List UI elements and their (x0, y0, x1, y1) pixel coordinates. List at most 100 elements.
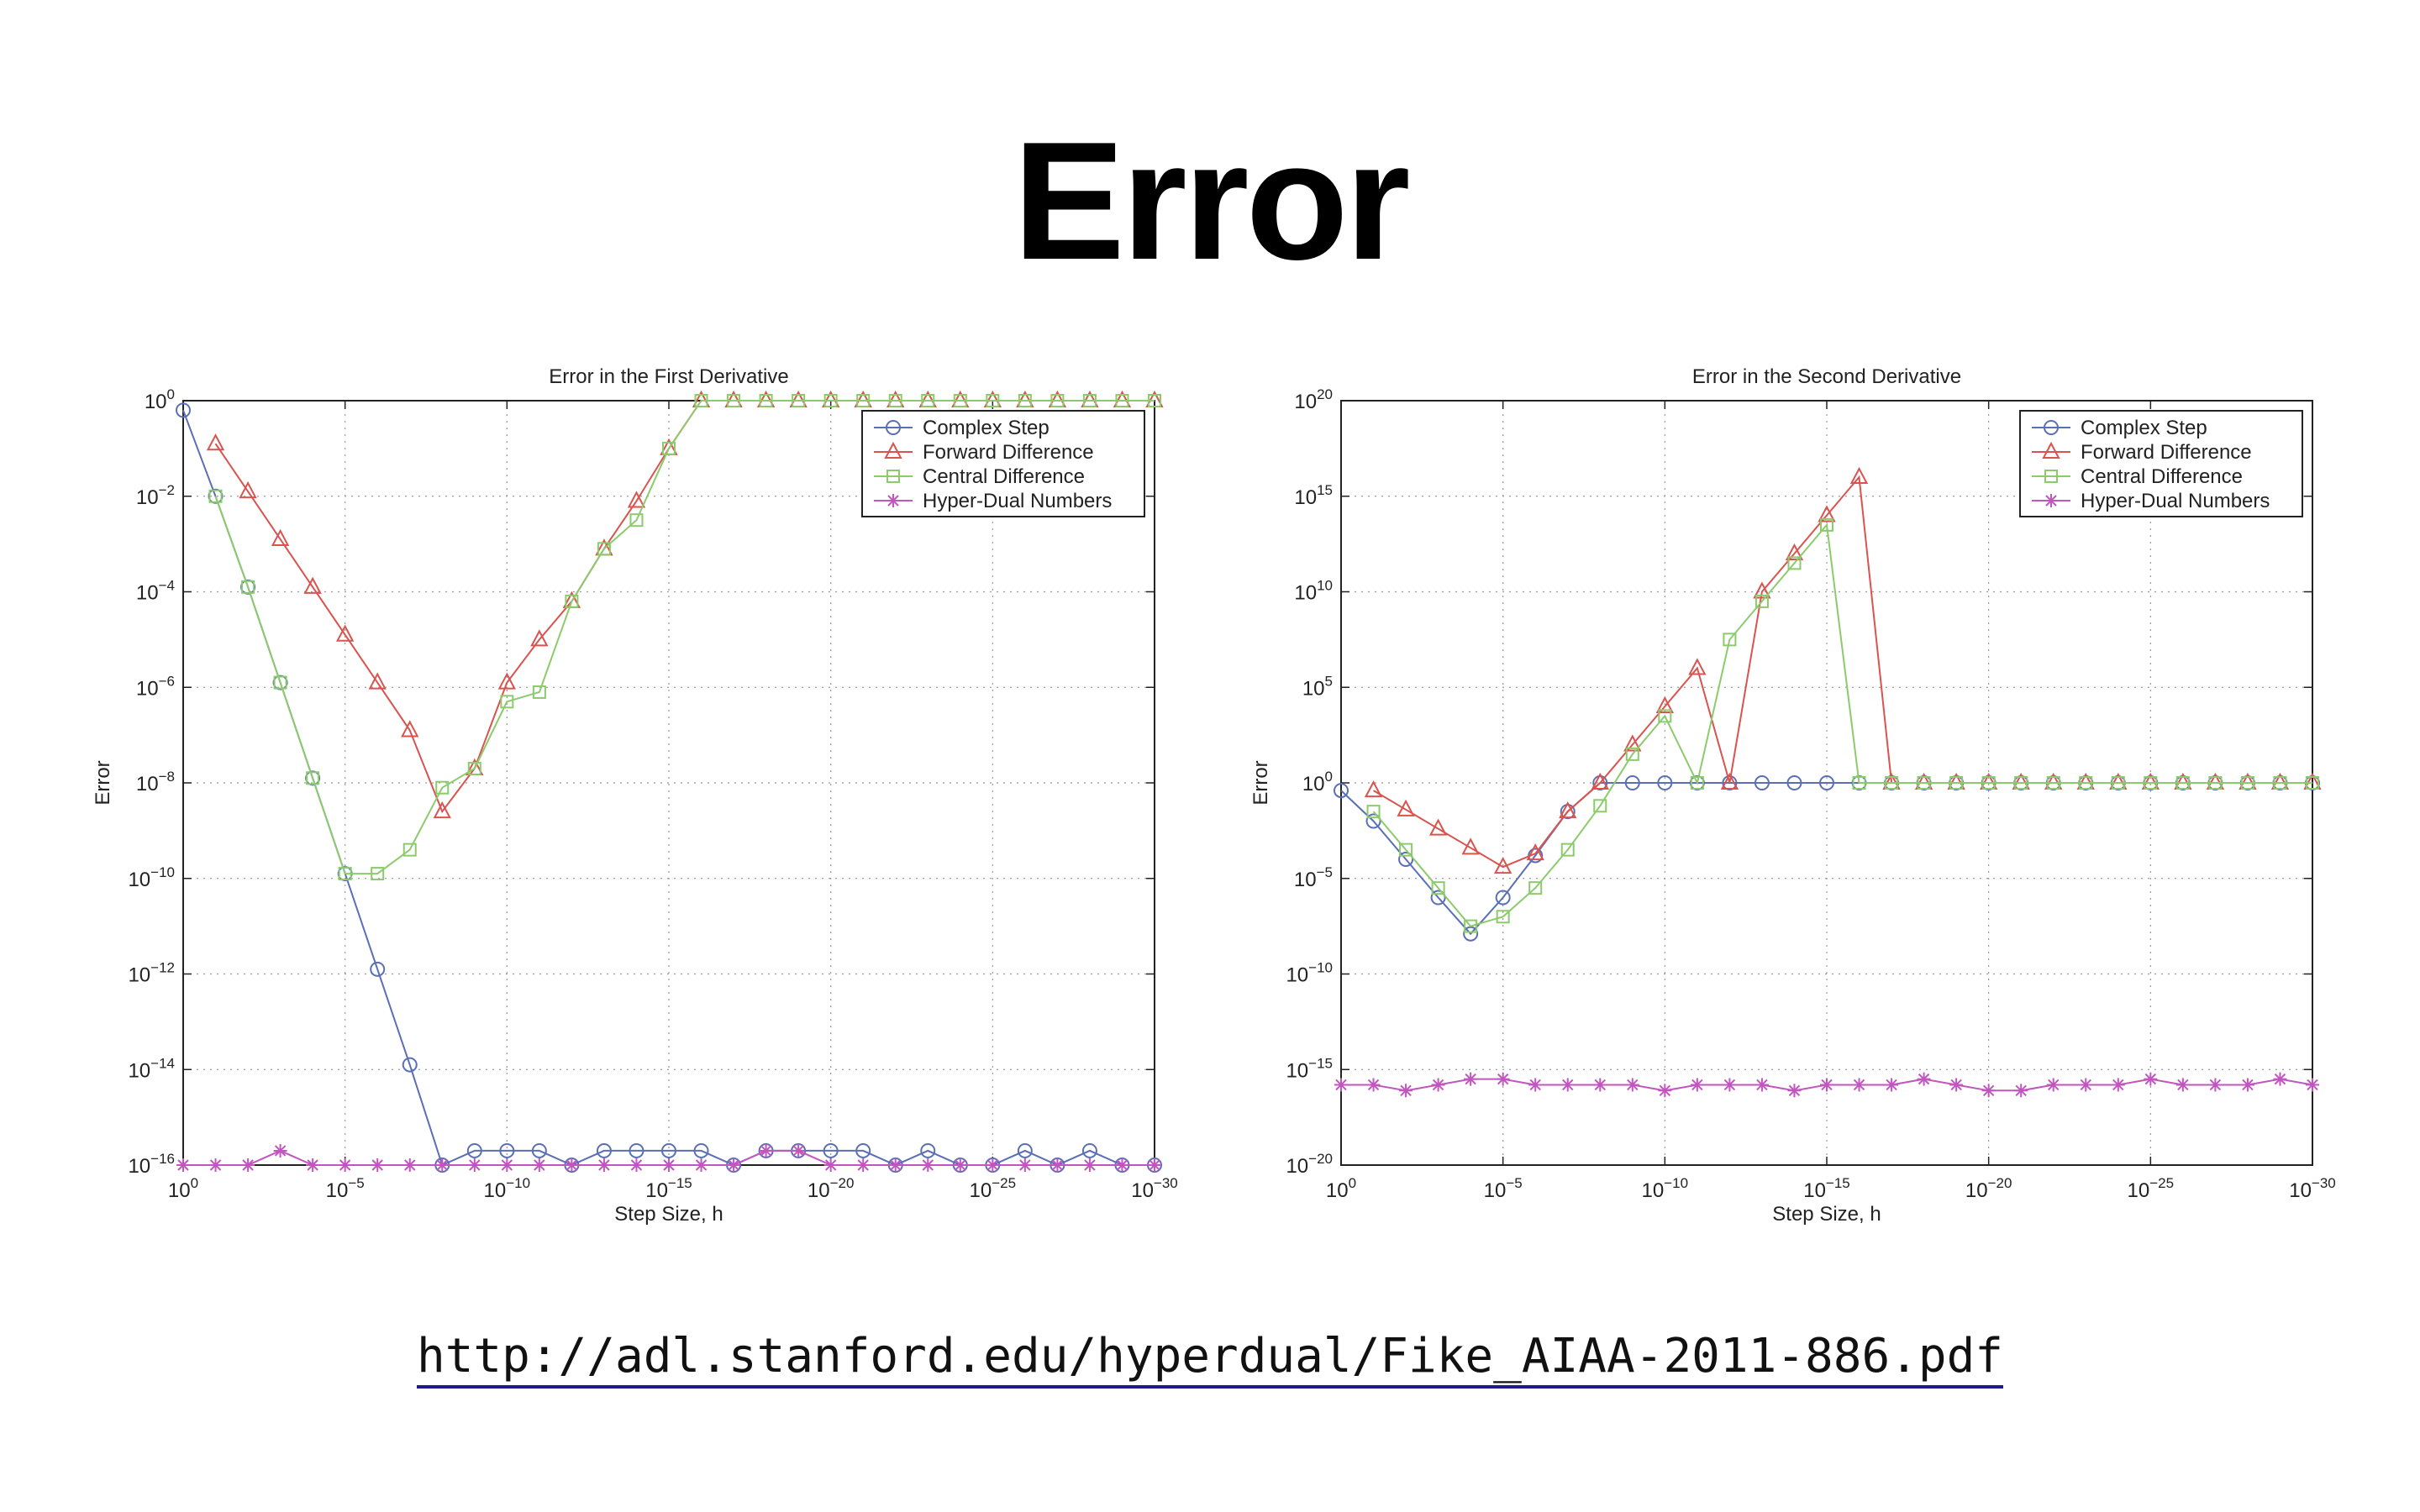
data-point (467, 761, 481, 775)
data-point (532, 1158, 546, 1172)
data-point (629, 1158, 644, 1172)
data-point (823, 394, 838, 407)
data-point (208, 1158, 223, 1172)
data-point (597, 542, 611, 556)
data-point (1081, 1142, 1097, 1158)
y-tick-label: 10−12 (128, 960, 175, 987)
y-axis-label: Error (92, 760, 114, 805)
data-point (435, 780, 450, 795)
data-point (1017, 1142, 1033, 1158)
x-tick-label: 100 (168, 1175, 198, 1202)
data-point (693, 1142, 709, 1158)
data-point (303, 576, 322, 594)
data-point (1050, 1158, 1065, 1172)
legend-label: Central Difference (923, 465, 1085, 488)
data-point (338, 1158, 352, 1172)
data-point (596, 1142, 612, 1158)
data-point (530, 629, 549, 647)
data-point (694, 394, 708, 407)
data-point (856, 1158, 871, 1172)
data-point (1018, 394, 1032, 407)
data-point (500, 1158, 514, 1172)
data-point (241, 1158, 255, 1172)
data-point (401, 720, 419, 738)
chart-title: Error in the First Derivative (549, 365, 788, 388)
data-point (370, 961, 386, 977)
legend-label: Complex Step (923, 417, 1050, 439)
data-point (886, 470, 900, 483)
plot-area: 100 10−5 10−10 10−15 10−20 10−25 10−30 100 10−2 1… (92, 365, 1178, 1226)
data-point (661, 1142, 676, 1158)
x-tick-label: 10−20 (808, 1175, 855, 1202)
data-point (368, 672, 387, 690)
data-point (986, 394, 1000, 407)
legend-label: Forward Difference (923, 441, 1094, 464)
data-point (886, 494, 900, 507)
x-tick-label: 10−30 (1131, 1175, 1178, 1202)
data-point (1018, 1158, 1032, 1172)
data-point (176, 1158, 190, 1172)
data-point (336, 624, 355, 642)
data-point (532, 685, 546, 699)
data-point (206, 433, 225, 451)
legend-item: Complex Step (874, 417, 1050, 439)
data-point (241, 580, 255, 594)
data-point (888, 394, 902, 407)
source-link[interactable]: http://adl.stanford.edu/hyperdual/Fike_A… (416, 1329, 2004, 1389)
data-point (856, 394, 871, 407)
data-point (435, 1158, 450, 1172)
data-point (629, 1142, 644, 1158)
data-point (662, 1158, 676, 1172)
legend-item: Central Difference (874, 465, 1085, 488)
data-point (953, 394, 967, 407)
data-point (597, 1158, 611, 1172)
data-point (271, 528, 290, 546)
x-axis-label: Step Size, h (614, 1203, 723, 1226)
data-point (1082, 1158, 1097, 1172)
y-tick-label: 10−10 (128, 864, 175, 891)
data-point (888, 1158, 902, 1172)
series-line (182, 410, 1155, 1167)
y-tick-label: 100 (145, 386, 175, 413)
slide-title: Error (1013, 108, 1410, 295)
data-point (176, 402, 191, 418)
x-tick-label: 10−25 (970, 1175, 1017, 1202)
data-point (371, 1158, 385, 1172)
data-point (1115, 394, 1129, 407)
series-central-difference (208, 394, 1161, 881)
source-link-container: http://adl.stanford.edu/hyperdual/Fike_A… (0, 1323, 2420, 1390)
legend-label: Hyper-Dual Numbers (923, 490, 1112, 512)
data-point (759, 394, 773, 407)
data-point (1050, 394, 1065, 407)
data-point (727, 394, 741, 407)
x-tick-label: 10−10 (484, 1175, 531, 1202)
data-point (627, 491, 646, 508)
data-point (402, 843, 417, 857)
data-point (886, 420, 901, 435)
data-point (662, 441, 676, 455)
series-hyper-dual-numbers (176, 1143, 1161, 1172)
data-point (273, 1143, 287, 1158)
data-point (921, 394, 935, 407)
data-point (239, 480, 257, 499)
data-point (402, 1057, 418, 1073)
data-point (629, 513, 644, 528)
y-tick-label: 10−2 (136, 482, 175, 509)
data-point (467, 1158, 481, 1172)
data-point (273, 675, 287, 690)
series-complex-step (176, 402, 1162, 1173)
data-point (986, 1158, 1000, 1172)
data-point (402, 1158, 417, 1172)
data-point (694, 1158, 708, 1172)
y-tick-label: 10−16 (128, 1151, 175, 1178)
data-point (823, 1158, 838, 1172)
data-point (727, 1158, 741, 1172)
legend-item: Hyper-Dual Numbers (874, 490, 1112, 512)
data-point (759, 1143, 773, 1158)
data-point (921, 1158, 935, 1172)
data-point (338, 867, 352, 881)
data-point (497, 672, 516, 690)
y-tick-label: 10−4 (136, 578, 175, 605)
